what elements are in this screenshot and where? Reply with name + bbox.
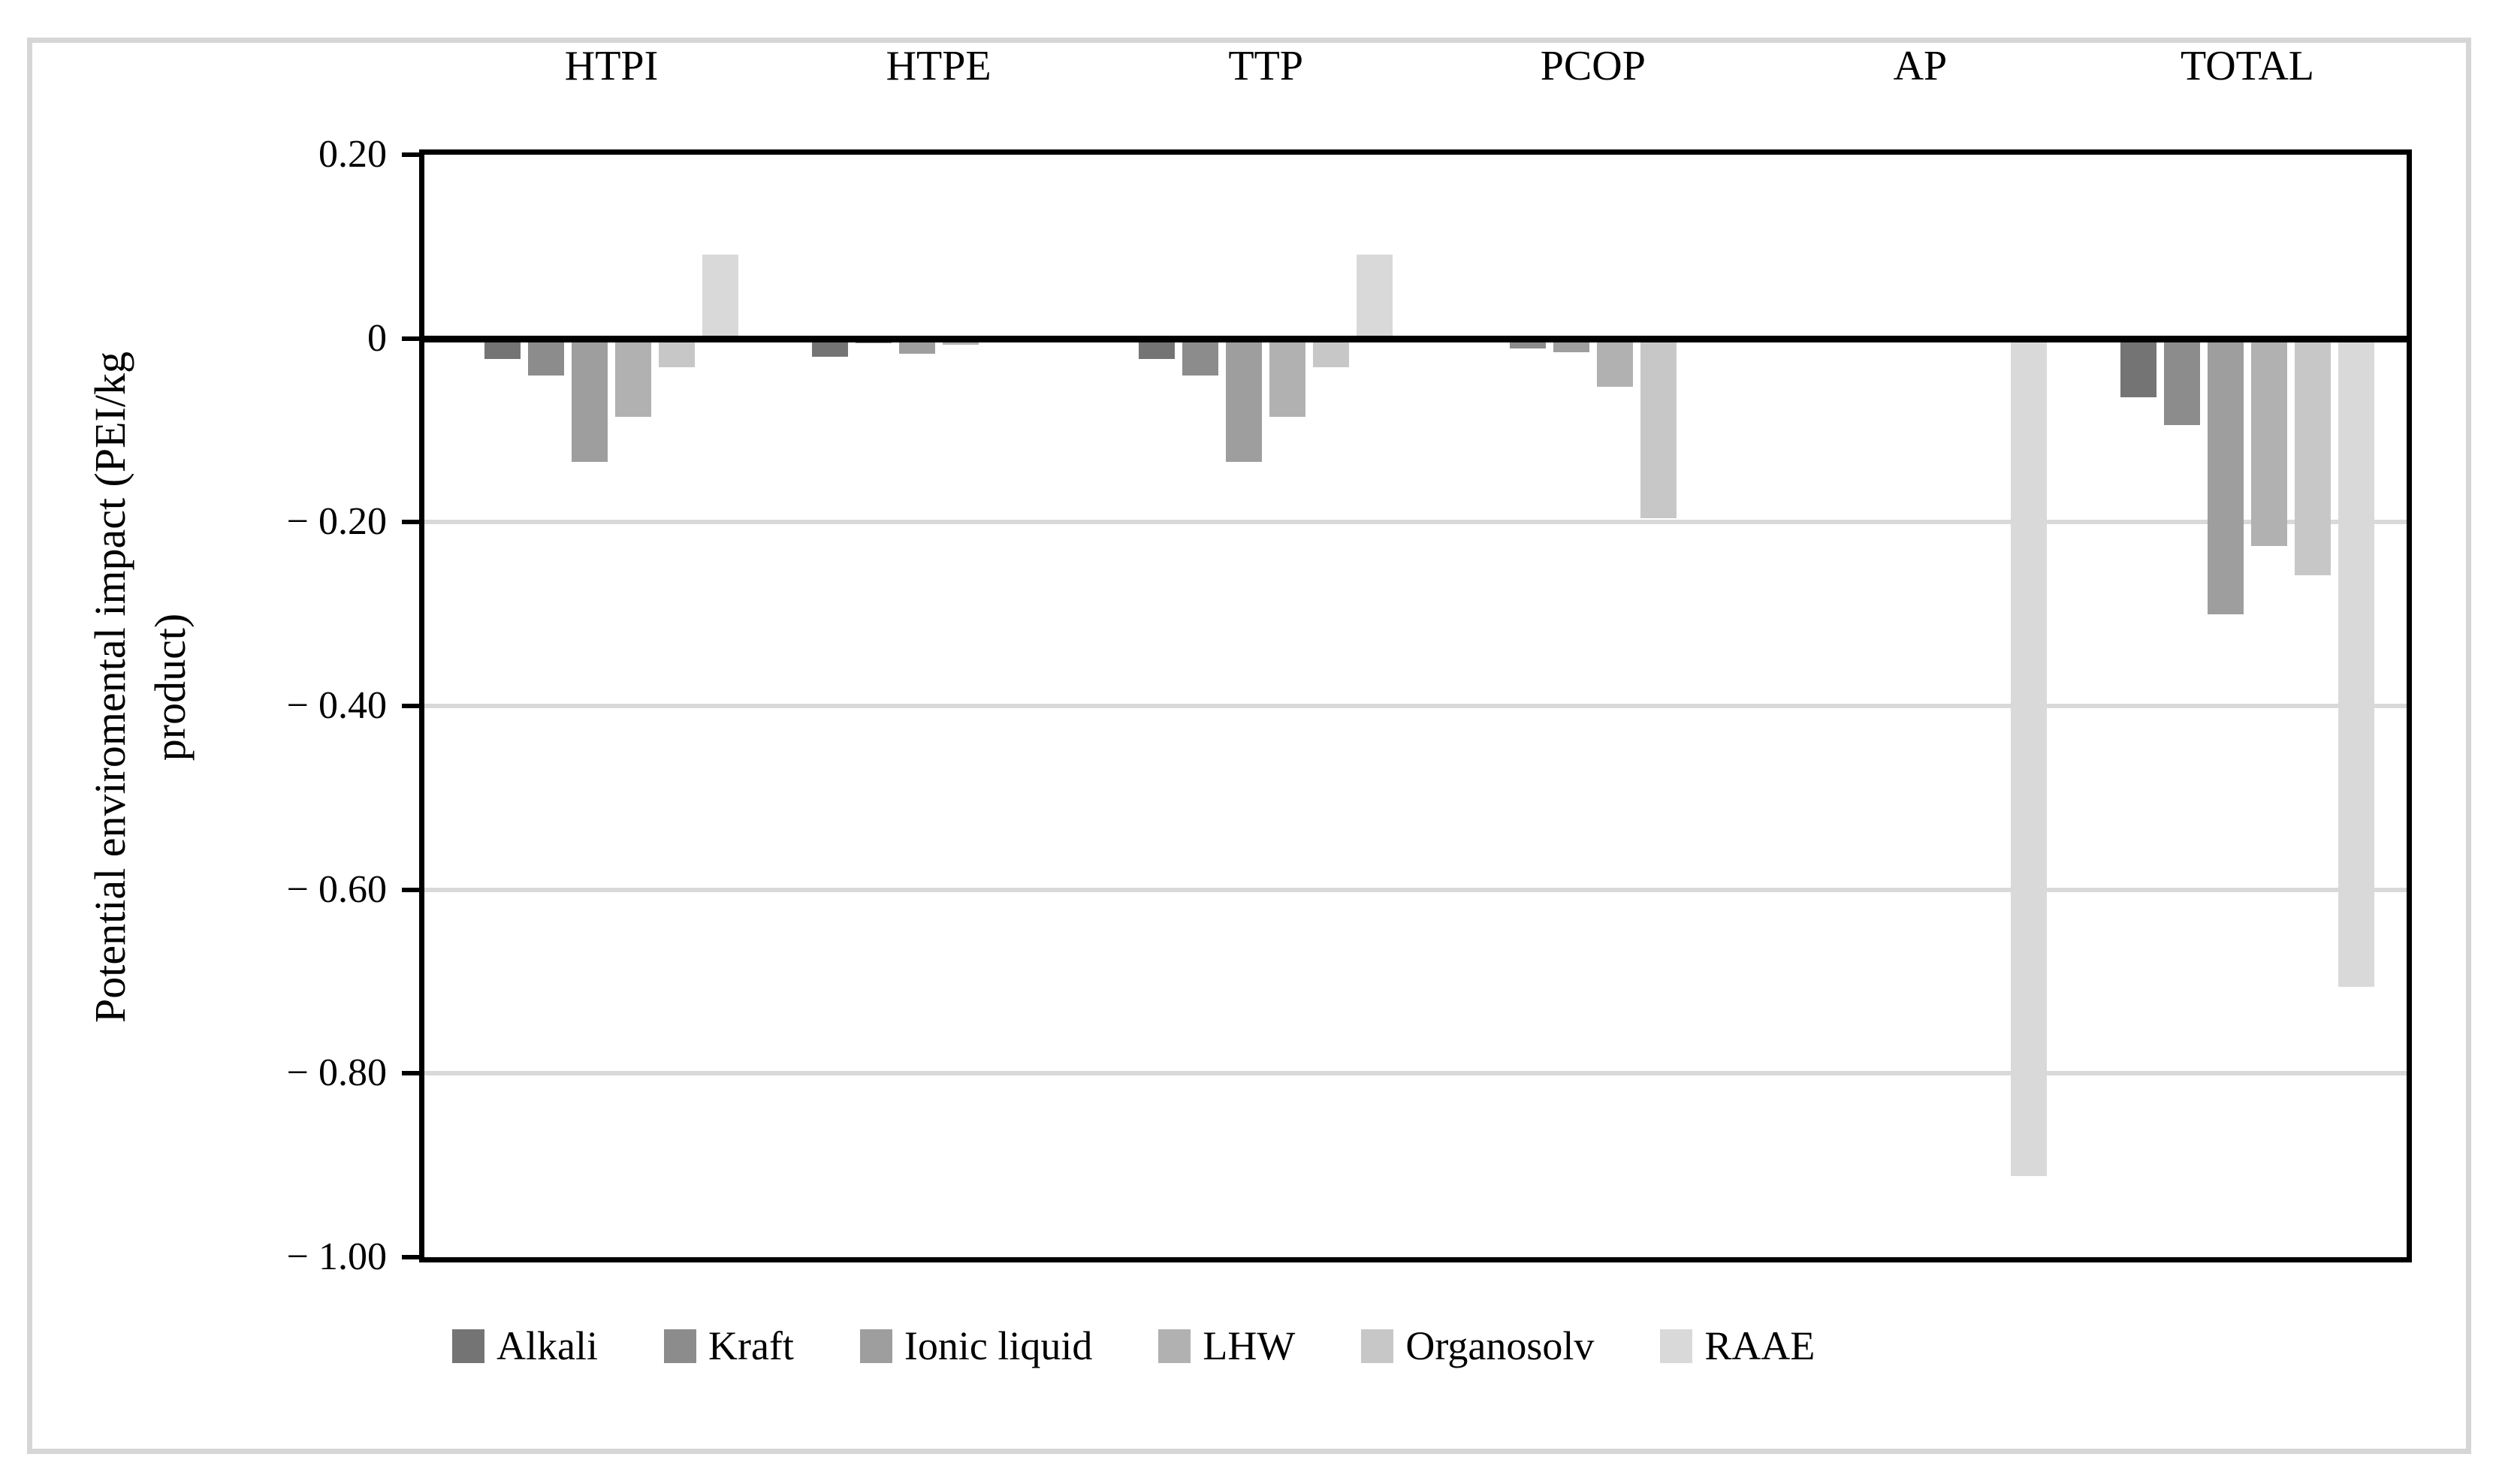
y-tick-mark bbox=[402, 704, 424, 708]
bar-raae-htpi bbox=[702, 255, 738, 339]
legend-item-lhw: LHW bbox=[1158, 1323, 1295, 1368]
legend: Alkali Kraft Ionic liquid LHW Organosolv RAAE bbox=[452, 1323, 1815, 1368]
y-tick-label-−0.60: − 0.60 bbox=[286, 867, 387, 911]
legend-swatch-kraft bbox=[663, 1329, 696, 1363]
bar-ionic-liquid-htpe bbox=[898, 338, 935, 354]
bar-kraft-htpi bbox=[528, 338, 564, 376]
bar-lhw-pcop bbox=[1596, 338, 1633, 388]
gridline-−0.80 bbox=[424, 1071, 2407, 1076]
bar-organosolv-pcop bbox=[1640, 338, 1677, 519]
legend-item-alkali: Alkali bbox=[452, 1323, 598, 1368]
y-tick-mark bbox=[402, 1255, 424, 1259]
category-label-ap: AP bbox=[1893, 43, 1948, 89]
zero-axis-line bbox=[424, 335, 2407, 342]
y-tick-label-−1.00: − 1.00 bbox=[286, 1235, 387, 1278]
legend-label-alkali: Alkali bbox=[496, 1323, 598, 1368]
bar-kraft-total bbox=[2164, 338, 2200, 425]
bar-ionic-liquid-total bbox=[2208, 338, 2244, 614]
bar-alkali-total bbox=[2120, 338, 2156, 397]
legend-swatch-raae bbox=[1660, 1329, 1693, 1363]
legend-label-lhw: LHW bbox=[1203, 1323, 1296, 1368]
bar-raae-ap bbox=[2011, 338, 2048, 1177]
legend-item-ionic-liquid: Ionic liquid bbox=[859, 1323, 1093, 1368]
legend-item-organosolv: Organosolv bbox=[1361, 1323, 1594, 1368]
gridline-−0.40 bbox=[424, 704, 2407, 708]
category-label-pcop: PCOP bbox=[1540, 43, 1646, 89]
y-tick-label-0: 0 bbox=[367, 316, 387, 360]
bar-raae-ttp bbox=[1357, 255, 1393, 339]
category-label-total: TOTAL bbox=[2180, 43, 2315, 89]
gridline-−0.60 bbox=[424, 887, 2407, 892]
y-tick-mark bbox=[402, 1071, 424, 1076]
bar-lhw-htpi bbox=[615, 338, 651, 417]
bar-lhw-total bbox=[2251, 338, 2287, 547]
legend-item-raae: RAAE bbox=[1660, 1323, 1815, 1368]
bar-organosolv-htpi bbox=[659, 338, 695, 367]
bar-ionic-liquid-htpi bbox=[572, 338, 608, 462]
y-tick-label-−0.20: − 0.20 bbox=[286, 500, 387, 544]
bar-ionic-liquid-ttp bbox=[1226, 338, 1263, 462]
legend-label-ionic-liquid: Ionic liquid bbox=[904, 1323, 1093, 1368]
legend-label-raae: RAAE bbox=[1704, 1323, 1815, 1368]
y-tick-mark bbox=[402, 887, 424, 892]
legend-swatch-ionic-liquid bbox=[859, 1329, 892, 1363]
category-label-ttp: TTP bbox=[1228, 43, 1303, 89]
bar-kraft-ttp bbox=[1182, 338, 1219, 376]
bar-organosolv-total bbox=[2295, 338, 2331, 576]
y-tick-mark bbox=[402, 152, 424, 157]
category-label-htpi: HTPI bbox=[564, 43, 659, 89]
y-axis-title-line1: Potential enviromental impact (PEI/kg bbox=[86, 351, 134, 1023]
legend-swatch-organosolv bbox=[1361, 1329, 1394, 1363]
y-tick-label-−0.80: − 0.80 bbox=[286, 1051, 387, 1095]
bar-raae-total bbox=[2338, 338, 2374, 988]
figure-border bbox=[27, 38, 2471, 1454]
legend-label-kraft: Kraft bbox=[708, 1323, 794, 1368]
y-tick-mark bbox=[402, 336, 424, 341]
y-tick-label-−0.40: − 0.40 bbox=[286, 684, 387, 727]
bar-organosolv-ttp bbox=[1313, 338, 1350, 367]
legend-swatch-lhw bbox=[1158, 1329, 1191, 1363]
category-label-htpe: HTPE bbox=[886, 43, 991, 89]
legend-swatch-alkali bbox=[452, 1329, 484, 1363]
y-tick-label-0.20: 0.20 bbox=[318, 133, 387, 176]
gridline-−0.20 bbox=[424, 520, 2407, 525]
y-tick-mark bbox=[402, 520, 424, 525]
legend-label-organosolv: Organosolv bbox=[1405, 1323, 1595, 1368]
bar-lhw-ttp bbox=[1269, 338, 1306, 417]
legend-item-kraft: Kraft bbox=[663, 1323, 794, 1368]
